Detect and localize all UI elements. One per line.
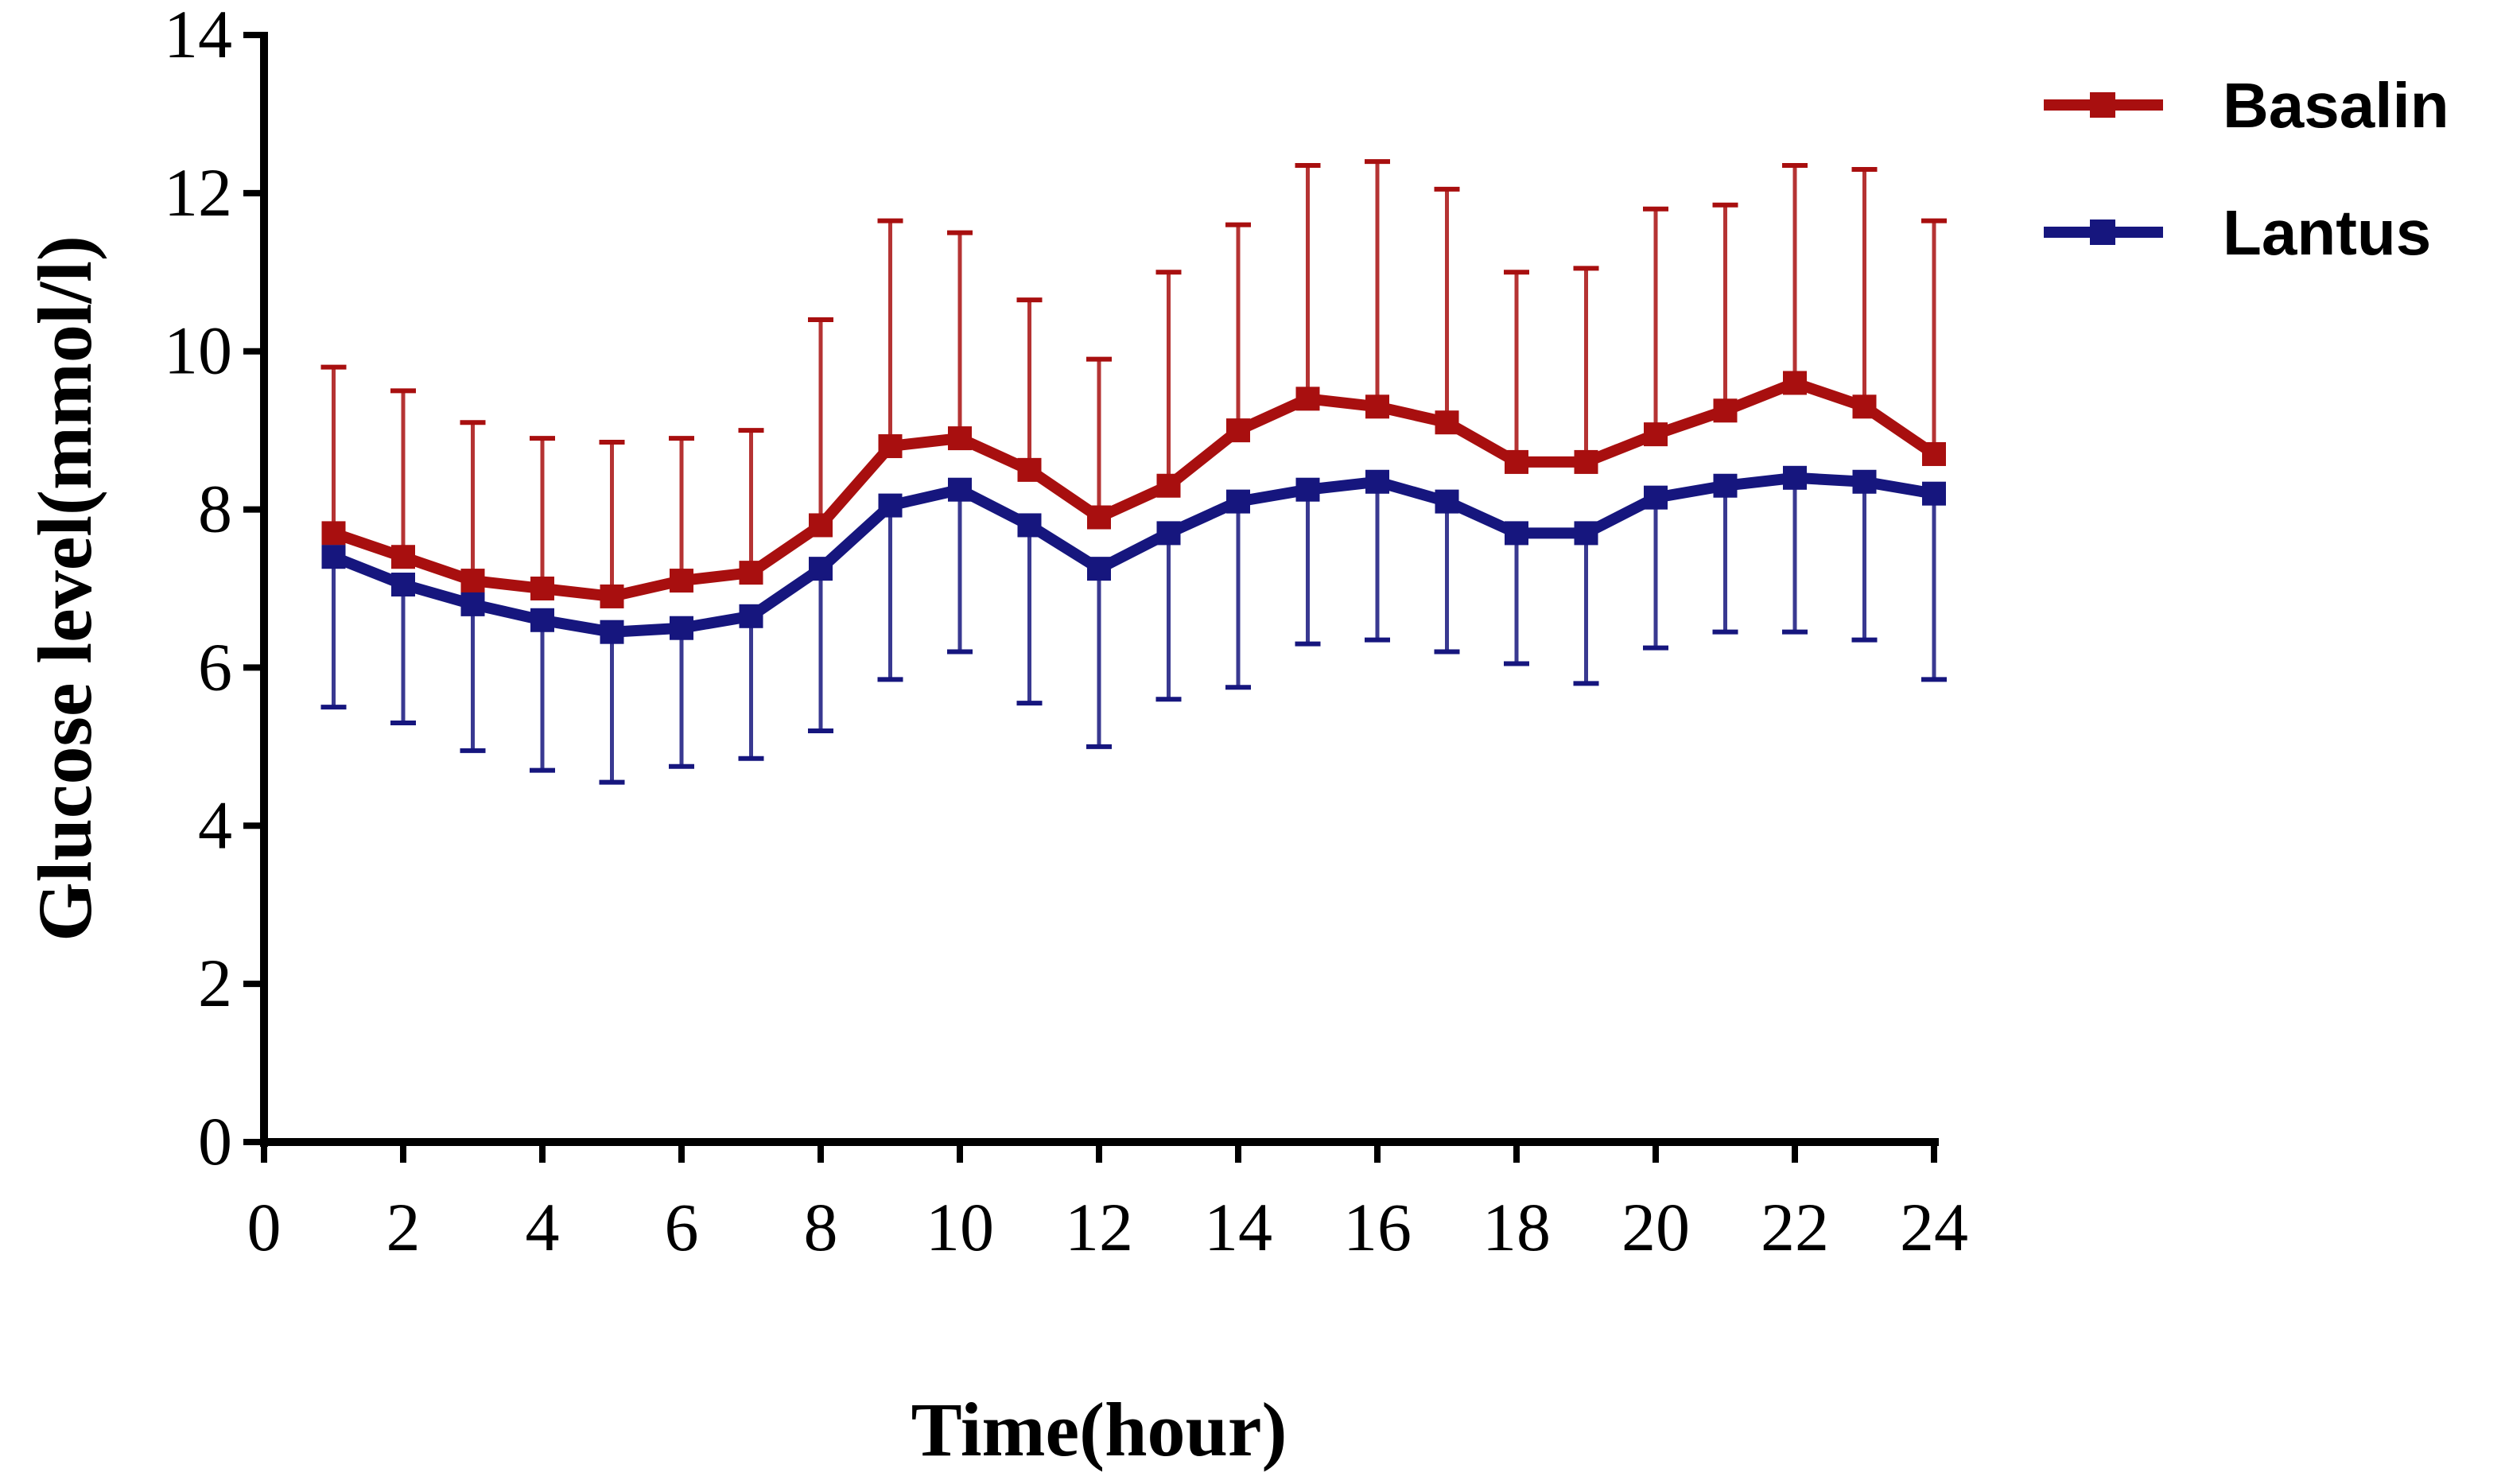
y-tick-label: 12 (164, 154, 232, 231)
data-point (1087, 505, 1111, 530)
data-point (600, 620, 624, 644)
x-tick-label: 12 (1065, 1189, 1133, 1265)
data-point (460, 569, 485, 593)
data-point (1574, 521, 1598, 546)
data-point (1644, 422, 1668, 447)
legend-label: Lantus (2223, 197, 2431, 268)
data-point (809, 513, 833, 538)
x-tick-label: 14 (1204, 1189, 1272, 1265)
legend-marker (2090, 92, 2115, 118)
data-point (1852, 394, 1877, 419)
data-point (1017, 457, 1042, 482)
data-point (670, 616, 693, 640)
data-point (1505, 521, 1528, 546)
data-point (1783, 465, 1807, 490)
data-point (739, 604, 763, 628)
data-point (739, 561, 763, 585)
x-tick-label: 0 (247, 1189, 282, 1265)
data-point (1644, 485, 1668, 510)
data-point (809, 557, 833, 581)
x-tick-label: 18 (1482, 1189, 1551, 1265)
data-point (670, 569, 693, 593)
data-point (1922, 481, 1946, 506)
x-tick-label: 24 (1900, 1189, 1968, 1265)
data-point (948, 477, 972, 502)
x-axis-title: Time(hour) (911, 1387, 1287, 1472)
data-point (391, 573, 415, 597)
data-point (321, 545, 346, 569)
data-point (1226, 489, 1250, 514)
data-point (1365, 469, 1389, 494)
y-axis-title: Glucose level(mmol/l) (22, 235, 107, 942)
data-point (1156, 473, 1181, 498)
data-point (460, 592, 485, 616)
x-tick-label: 2 (386, 1189, 421, 1265)
y-tick-label: 14 (164, 0, 232, 72)
y-tick-label: 4 (198, 787, 232, 863)
data-point (878, 493, 903, 518)
data-point (1435, 410, 1459, 435)
data-point (1435, 489, 1459, 514)
x-tick-label: 4 (526, 1189, 560, 1265)
data-point (600, 584, 624, 608)
legend-item-basalin: Basalin (2044, 70, 2449, 141)
legend: Basalin Lantus (2044, 70, 2449, 268)
data-point (1713, 398, 1738, 423)
data-point (321, 521, 346, 546)
data-point (1087, 557, 1111, 581)
data-point (391, 545, 415, 569)
data-point (1922, 441, 1946, 466)
data-point (1783, 371, 1807, 395)
series-basalin (320, 159, 1947, 608)
x-tick-label: 10 (926, 1189, 994, 1265)
data-point (1295, 477, 1320, 502)
data-point (530, 577, 554, 600)
data-point (948, 426, 972, 451)
legend-item-lantus: Lantus (2044, 197, 2431, 268)
y-tick-label: 0 (198, 1103, 232, 1179)
data-point (1226, 418, 1250, 443)
x-tick-label: 16 (1343, 1189, 1412, 1265)
data-point (530, 608, 554, 632)
x-tick-label: 8 (804, 1189, 838, 1265)
data-point (878, 434, 903, 459)
x-tick-label: 20 (1621, 1189, 1690, 1265)
data-point (1365, 394, 1389, 419)
data-point (1017, 513, 1042, 538)
x-tick-label: 6 (665, 1189, 699, 1265)
y-tick-label: 10 (164, 313, 232, 389)
data-point (1574, 449, 1598, 474)
y-tick-label: 6 (198, 628, 232, 705)
data-point (1852, 469, 1877, 494)
data-point (1505, 449, 1528, 474)
legend-label: Basalin (2223, 70, 2449, 141)
series-lantus (320, 465, 1947, 785)
y-tick-label: 2 (198, 945, 232, 1021)
y-tick-label: 8 (198, 471, 232, 547)
data-point (1295, 387, 1320, 411)
x-tick-label: 22 (1761, 1189, 1829, 1265)
data-point (1156, 521, 1181, 546)
legend-marker (2090, 219, 2115, 245)
data-point (1713, 473, 1738, 498)
plot-area (320, 159, 1947, 785)
